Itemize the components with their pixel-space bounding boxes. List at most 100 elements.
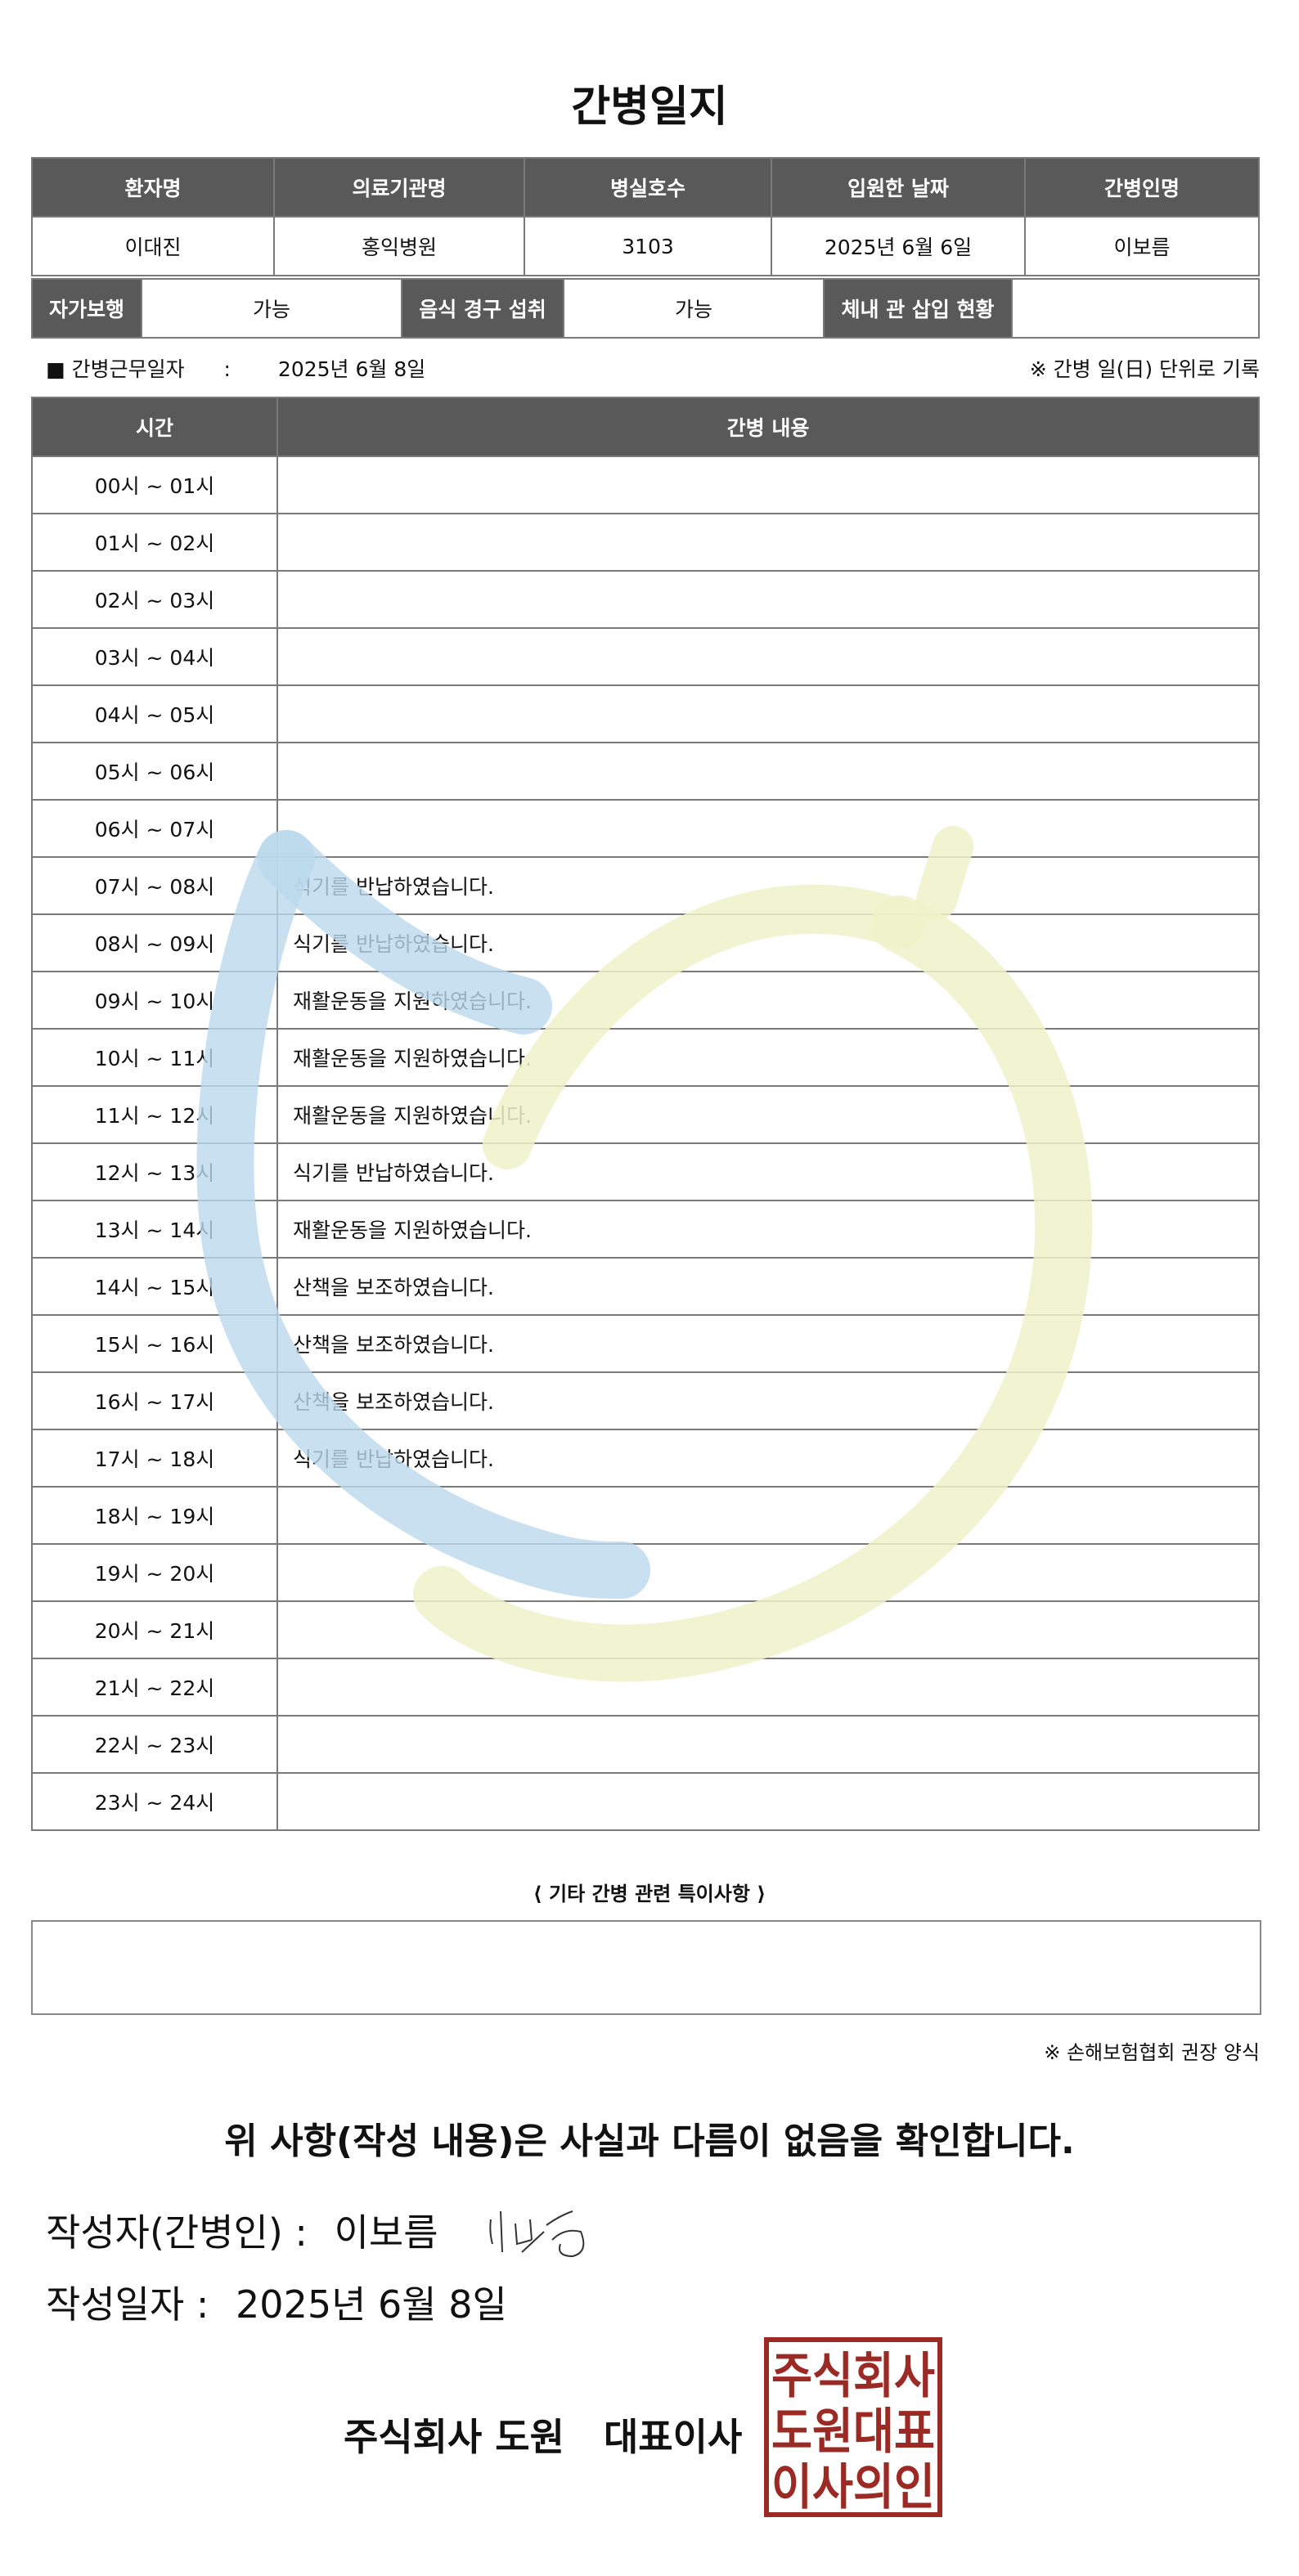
log-row: 18시 ~ 19시 xyxy=(31,1486,1260,1545)
patient-name: 이대진 xyxy=(31,216,275,276)
hospital-name: 홍익병원 xyxy=(273,216,525,276)
special-notes-box xyxy=(31,1920,1261,2015)
log-row: 19시 ~ 20시 xyxy=(31,1543,1260,1602)
log-content: 식기를 반납하였습니다. xyxy=(276,1142,1260,1201)
log-row: 07시 ~ 08시 식기를 반납하였습니다. xyxy=(31,856,1260,915)
log-content xyxy=(276,1772,1260,1831)
log-time: 13시 ~ 14시 xyxy=(31,1200,278,1259)
log-row: 11시 ~ 12시 재활운동을 지원하였습니다. xyxy=(31,1085,1260,1144)
log-content xyxy=(276,1600,1260,1659)
log-row: 06시 ~ 07시 xyxy=(31,799,1260,858)
tube-value xyxy=(1011,278,1260,339)
patient-status-table: 자가보행 가능 음식 경구 섭취 가능 체내 관 삽입 현황 xyxy=(31,278,1260,339)
record-unit-note: ※ 간병 일(日) 단위로 기록 xyxy=(1029,357,1260,381)
write-date-label: 작성일자 : xyxy=(46,2282,209,2327)
log-time: 19시 ~ 20시 xyxy=(31,1543,278,1602)
log-content: 재활운동을 지원하였습니다. xyxy=(276,971,1260,1030)
log-content xyxy=(276,799,1260,858)
log-content xyxy=(276,684,1260,743)
log-content: 산책을 보조하였습니다. xyxy=(276,1314,1260,1373)
log-row: 12시 ~ 13시 식기를 반납하였습니다. xyxy=(31,1142,1260,1201)
log-time: 00시 ~ 01시 xyxy=(31,456,278,514)
stamp-line-1: 주식회사 xyxy=(771,2348,935,2405)
log-row: 23시 ~ 24시 xyxy=(31,1772,1260,1831)
log-time: 07시 ~ 08시 xyxy=(31,856,278,915)
log-time: 10시 ~ 11시 xyxy=(31,1028,278,1087)
log-content: 식기를 반납하였습니다. xyxy=(276,913,1260,972)
log-row: 16시 ~ 17시 산책을 보조하였습니다. xyxy=(31,1371,1260,1430)
log-content: 산책을 보조하였습니다. xyxy=(276,1371,1260,1430)
walking-value: 가능 xyxy=(141,278,402,339)
log-time: 09시 ~ 10시 xyxy=(31,971,278,1030)
room-number: 3103 xyxy=(524,216,772,276)
log-row: 05시 ~ 06시 xyxy=(31,742,1260,801)
log-time: 12시 ~ 13시 xyxy=(31,1142,278,1201)
oral-intake-label: 음식 경구 섭취 xyxy=(401,278,564,339)
log-time: 16시 ~ 17시 xyxy=(31,1371,278,1430)
log-time: 20시 ~ 21시 xyxy=(31,1600,278,1659)
log-time: 02시 ~ 03시 xyxy=(31,570,278,629)
log-row: 00시 ~ 01시 xyxy=(31,456,1260,514)
log-content xyxy=(276,1543,1260,1602)
writer-label: 작성자(간병인) : xyxy=(46,2210,308,2255)
log-time: 08시 ~ 09시 xyxy=(31,913,278,972)
stamp-line-3: 이사의인 xyxy=(771,2459,935,2516)
patient-info-table: 환자명 의료기관명 병실호수 입원한 날짜 간병인명 이대진 홍익병원 3103… xyxy=(31,157,1260,276)
log-row: 14시 ~ 15시 산책을 보조하였습니다. xyxy=(31,1257,1260,1316)
work-date-line: ■ 간병근무일자 : 2025년 6월 8일 xyxy=(46,353,425,383)
log-time: 15시 ~ 16시 xyxy=(31,1314,278,1373)
log-row: 22시 ~ 23시 xyxy=(31,1715,1260,1774)
log-row: 21시 ~ 22시 xyxy=(31,1658,1260,1717)
log-row: 02시 ~ 03시 xyxy=(31,570,1260,629)
special-notes-title: ⟨ 기타 간병 관련 특이사항 ⟩ xyxy=(533,1883,766,1905)
log-time: 18시 ~ 19시 xyxy=(31,1486,278,1545)
stamp-line-2: 도원대표 xyxy=(771,2403,935,2461)
oral-intake-value: 가능 xyxy=(563,278,825,339)
log-content: 식기를 반납하였습니다. xyxy=(276,1429,1260,1488)
write-date-value: 2025년 6월 8일 xyxy=(236,2282,507,2327)
work-date-value: 2025년 6월 8일 xyxy=(277,357,426,381)
log-time: 23시 ~ 24시 xyxy=(31,1772,278,1831)
log-row: 20시 ~ 21시 xyxy=(31,1600,1260,1659)
log-time: 17시 ~ 18시 xyxy=(31,1429,278,1488)
page-title: 간병일지 xyxy=(571,83,728,132)
writer-name: 이보름 xyxy=(334,2210,438,2255)
log-content: 식기를 반납하였습니다. xyxy=(276,856,1260,915)
log-content: 재활운동을 지원하였습니다. xyxy=(276,1028,1260,1087)
log-time: 01시 ~ 02시 xyxy=(31,513,278,572)
log-content xyxy=(276,1715,1260,1774)
header-caregiver: 간병인명 xyxy=(1024,157,1260,218)
header-admission-date: 입원한 날짜 xyxy=(771,157,1026,218)
log-content: 재활운동을 지원하였습니다. xyxy=(276,1200,1260,1259)
log-time: 11시 ~ 12시 xyxy=(31,1085,278,1144)
log-time: 05시 ~ 06시 xyxy=(31,742,278,801)
log-row: 03시 ~ 04시 xyxy=(31,627,1260,686)
log-content xyxy=(276,456,1260,514)
log-row: 08시 ~ 09시 식기를 반납하였습니다. xyxy=(31,913,1260,972)
log-time: 03시 ~ 04시 xyxy=(31,627,278,686)
company-seal-stamp: 주식회사 도원대표 이사의인 xyxy=(764,2337,942,2517)
caregiver-name: 이보름 xyxy=(1024,216,1260,276)
log-content xyxy=(276,1658,1260,1717)
log-row: 13시 ~ 14시 재활운동을 지원하였습니다. xyxy=(31,1200,1260,1259)
tube-label: 체내 관 삽입 현황 xyxy=(823,278,1013,339)
log-content xyxy=(276,570,1260,629)
walking-label: 자가보행 xyxy=(31,278,142,339)
log-time: 06시 ~ 07시 xyxy=(31,799,278,858)
log-row: 10시 ~ 11시 재활운동을 지원하였습니다. xyxy=(31,1028,1260,1087)
log-content xyxy=(276,1486,1260,1545)
log-row: 09시 ~ 10시 재활운동을 지원하였습니다. xyxy=(31,971,1260,1030)
log-row: 04시 ~ 05시 xyxy=(31,684,1260,743)
log-time: 21시 ~ 22시 xyxy=(31,1658,278,1717)
header-patient-name: 환자명 xyxy=(31,157,275,218)
log-time: 14시 ~ 15시 xyxy=(31,1257,278,1316)
care-log-table: 시간 간병 내용 00시 ~ 01시 01시 ~ 02시 02시 ~ 03시 03시 … xyxy=(31,397,1260,1831)
header-hospital: 의료기관명 xyxy=(273,157,525,218)
log-row: 15시 ~ 16시 산책을 보조하였습니다. xyxy=(31,1314,1260,1373)
log-content xyxy=(276,513,1260,572)
form-source-note: ※ 손해보험협회 권장 양식 xyxy=(1044,2041,1260,2064)
company-representative: 주식회사 도원 대표이사 xyxy=(344,2415,743,2459)
writer-line: 작성자(간병인) : 이보름 xyxy=(46,2203,605,2264)
header-content: 간병 내용 xyxy=(276,397,1260,457)
log-content: 재활운동을 지원하였습니다. xyxy=(276,1085,1260,1144)
